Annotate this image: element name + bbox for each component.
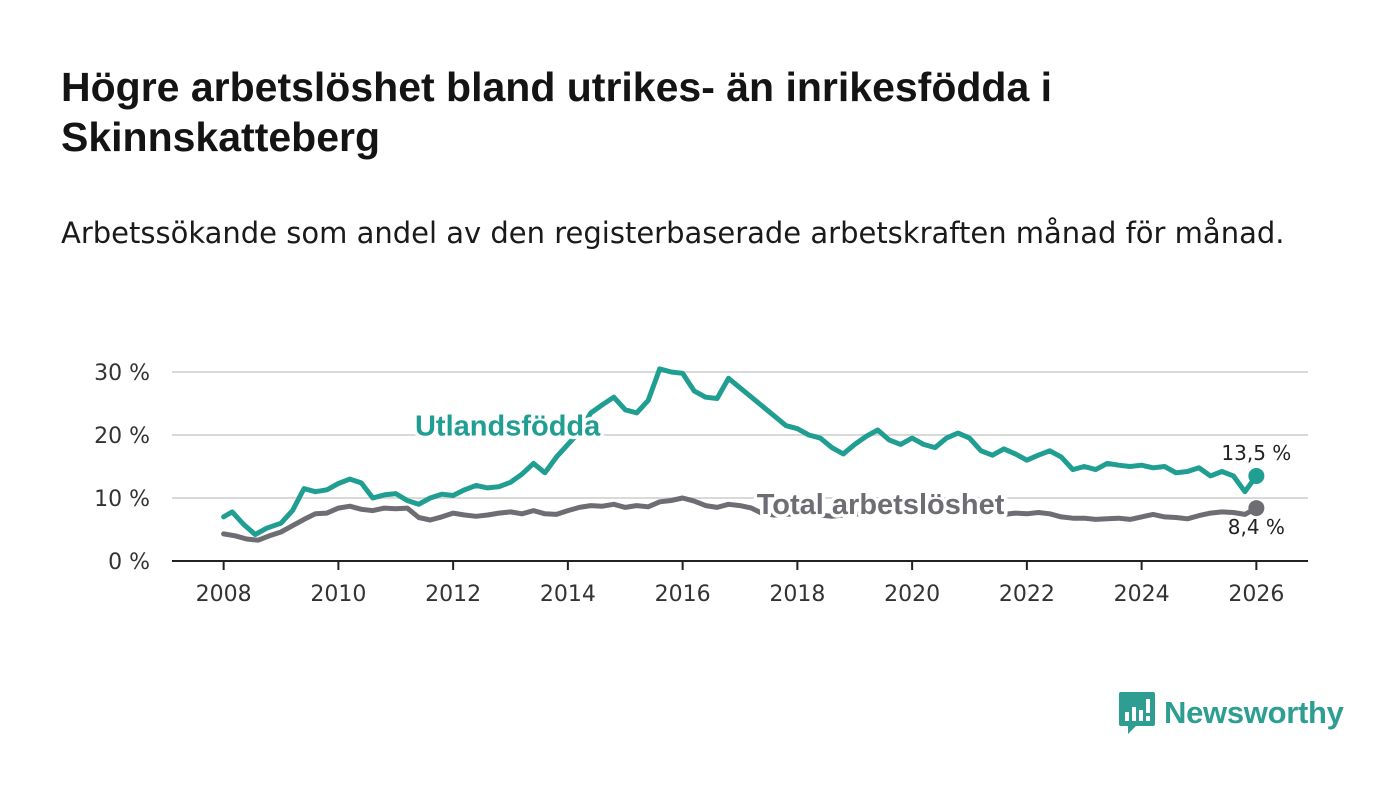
x-tick-label: 2014 (540, 582, 596, 607)
series-label-halo: Total arbetslöshet (757, 489, 1005, 521)
series-label-total-arbetsl-shet: Total arbetslöshet (757, 489, 1005, 521)
newsworthy-logo-icon (1119, 692, 1155, 734)
chart-subtitle: Arbetssökande som andel av den registerb… (61, 216, 1285, 250)
x-tick-label: 2024 (1114, 582, 1170, 607)
x-tick-label: 2022 (999, 582, 1055, 607)
y-axis-ticks: 0 % 10 % 20 % 30 % (94, 361, 150, 575)
series-label-halo: Utlandsfödda (415, 411, 601, 443)
x-tick-label: 2016 (655, 582, 711, 607)
logo-text: Newsworthy (1164, 695, 1344, 730)
series-line-total-arbetsl-shet-1 (1001, 505, 1259, 522)
end-markers: 8,4 % 13,5 % (1221, 441, 1291, 539)
x-tick-label: 2020 (884, 582, 940, 607)
series-line-total-arbetsl-shet-0 (221, 495, 869, 543)
gridlines (172, 371, 1308, 499)
end-value-label-utlandsf-dda: 13,5 % (1221, 441, 1291, 465)
x-axis-ticks: 2008 2010 2012 2014 2016 2018 2020 2022 2024 2026 (196, 561, 1284, 607)
chart-title: Högre arbetslöshet bland utrikes- än inr… (61, 64, 1053, 160)
end-value-label-total-arbetsl-shet: 8,4 % (1228, 515, 1285, 539)
y-tick-label: 10 % (94, 487, 150, 512)
y-tick-label: 30 % (94, 361, 150, 386)
x-tick-label: 2018 (769, 582, 825, 607)
series-label-utlandsf-dda: Utlandsfödda (415, 411, 601, 443)
series-lines (221, 366, 1259, 543)
series-line-utlandsf-dda-0 (221, 366, 1259, 537)
x-tick-label: 2008 (196, 582, 252, 607)
end-marker-total-arbetsl-shet (1248, 500, 1265, 517)
end-marker-utlandsf-dda (1248, 467, 1265, 484)
y-tick-label: 0 % (108, 550, 150, 575)
newsworthy-logo: Newsworthy (1118, 690, 1344, 736)
x-tick-label: 2010 (310, 582, 366, 607)
y-tick-label: 20 % (94, 424, 150, 449)
x-tick-label: 2026 (1228, 582, 1284, 607)
x-tick-label: 2012 (425, 582, 481, 607)
